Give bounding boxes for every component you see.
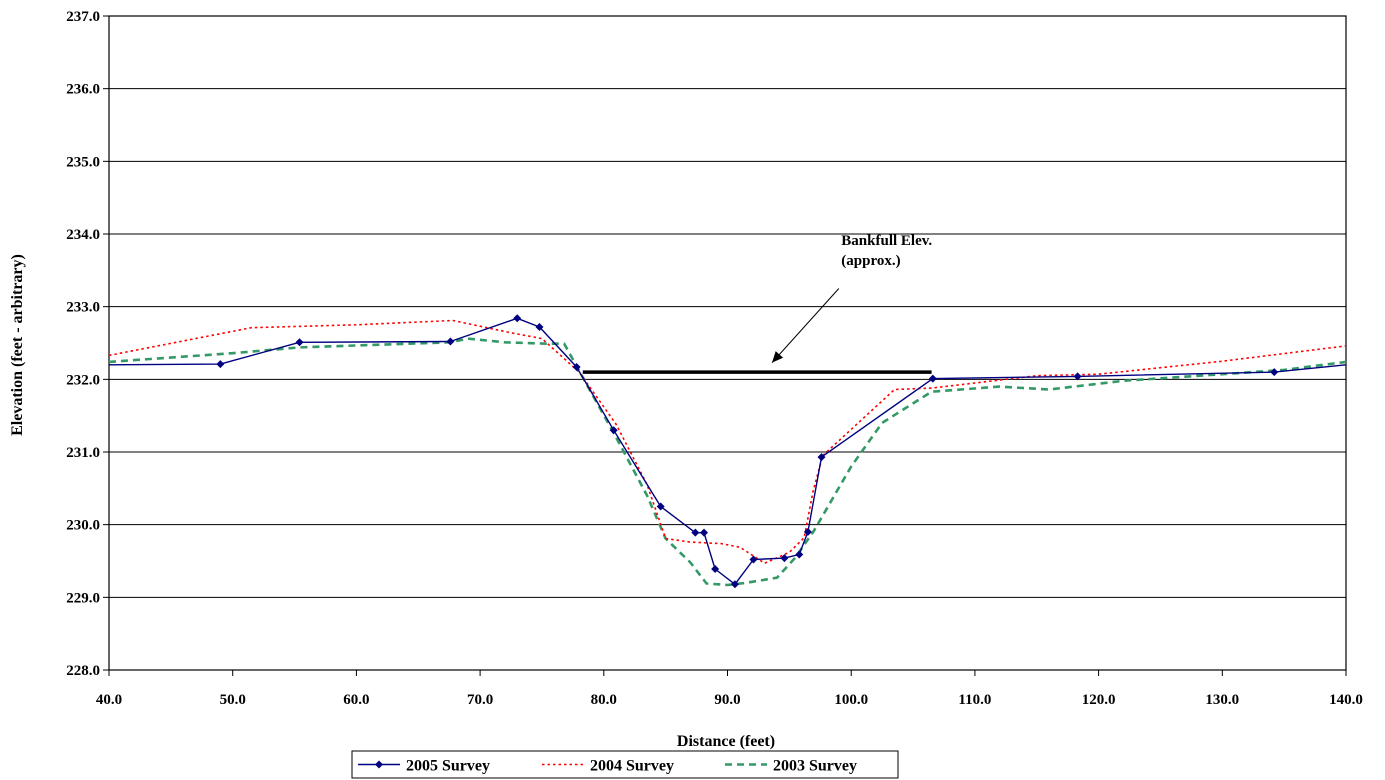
x-tick-labels: 40.0 50.0 60.0 70.0 80.0 90.0 100.0 110.0 120.0 1… xyxy=(96,692,1363,708)
bankfull-label: (approx.) xyxy=(841,253,900,269)
data-point xyxy=(730,580,739,589)
x-tick-label: 80.0 xyxy=(591,692,617,708)
x-tick-label: 70.0 xyxy=(467,692,493,708)
y-axis-title: Elevation (feet - arbitrary) xyxy=(9,254,26,436)
data-point xyxy=(535,323,544,332)
data-point xyxy=(817,453,826,462)
x-tick-label: 40.0 xyxy=(96,692,122,708)
legend: 2005 Survey 2004 Survey 2003 Survey xyxy=(351,750,899,779)
bankfull-arrow xyxy=(771,288,840,363)
y-tick-label: 230.0 xyxy=(66,518,100,534)
data-point xyxy=(446,337,455,346)
y-tick-label: 237.0 xyxy=(66,9,100,25)
series-lines xyxy=(108,314,1347,589)
legend-label: 2005 Survey xyxy=(406,758,490,775)
x-tick-label: 120.0 xyxy=(1082,692,1116,708)
y-tick-label: 236.0 xyxy=(66,82,100,98)
data-point xyxy=(656,502,665,511)
axis-ticks xyxy=(103,15,1347,676)
data-point xyxy=(513,314,522,323)
y-tick-label: 232.0 xyxy=(66,372,100,388)
x-tick-label: 60.0 xyxy=(343,692,369,708)
x-tick-label: 90.0 xyxy=(714,692,740,708)
data-point xyxy=(691,528,700,537)
x-axis-title: Distance (feet) xyxy=(677,733,775,750)
data-point xyxy=(295,338,304,347)
bankfull-label: Bankfull Elev. xyxy=(841,233,932,249)
series-line-2004-survey xyxy=(108,319,1347,564)
y-tick-label: 235.0 xyxy=(66,154,100,170)
y-tick-label: 233.0 xyxy=(66,300,100,316)
series-line-2005-survey xyxy=(108,317,1347,585)
annotations: Bankfull Elev. (approx.) xyxy=(582,233,932,374)
legend-box xyxy=(351,750,899,779)
legend-label: 2003 Survey xyxy=(773,758,857,775)
y-tick-label: 229.0 xyxy=(66,590,100,606)
x-tick-label: 140.0 xyxy=(1329,692,1363,708)
data-point xyxy=(609,426,618,435)
data-point xyxy=(1073,372,1082,381)
y-tick-label: 228.0 xyxy=(66,663,100,679)
legend-marker xyxy=(375,760,383,769)
data-point xyxy=(749,555,758,564)
x-tick-label: 100.0 xyxy=(834,692,868,708)
data-point xyxy=(216,360,225,369)
x-tick-label: 50.0 xyxy=(220,692,246,708)
data-point xyxy=(711,564,720,573)
data-point xyxy=(803,527,812,536)
bankfull-arrowhead xyxy=(772,351,784,363)
data-point xyxy=(699,528,708,537)
x-tick-label: 110.0 xyxy=(958,692,991,708)
y-tick-label: 231.0 xyxy=(66,445,100,461)
y-tick-labels: 228.0 229.0 230.0 231.0 232.0 233.0 234.0 235.0… xyxy=(66,9,100,679)
x-tick-label: 130.0 xyxy=(1205,692,1239,708)
legend-label: 2004 Survey xyxy=(590,758,674,775)
y-tick-label: 234.0 xyxy=(66,227,100,243)
data-point xyxy=(572,362,581,371)
data-point xyxy=(928,374,937,383)
grid-lines xyxy=(109,88,1346,598)
data-point xyxy=(795,550,804,559)
data-point xyxy=(780,554,789,563)
data-point xyxy=(1270,368,1279,377)
series-line-2003-survey xyxy=(108,337,1347,587)
